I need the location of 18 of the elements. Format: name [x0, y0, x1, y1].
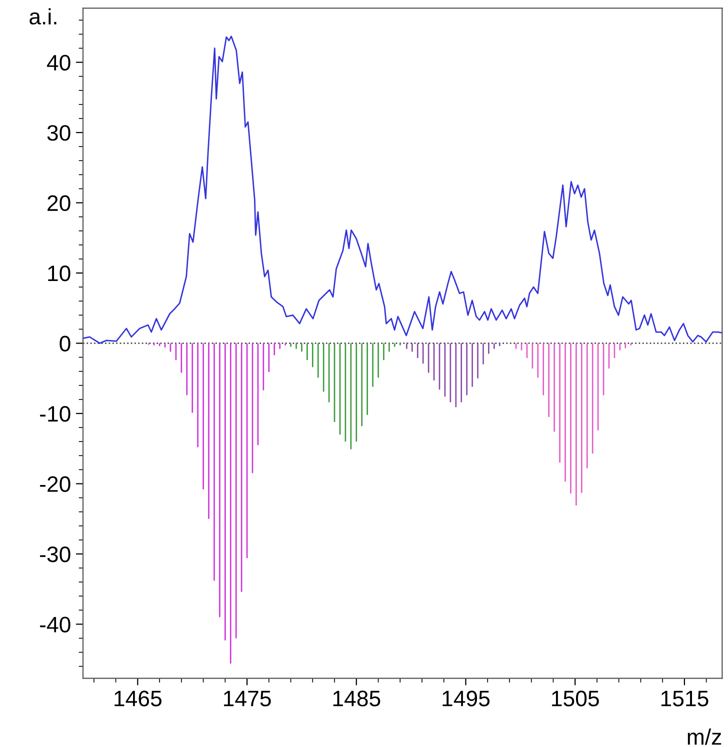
y-tick-label: -40: [40, 616, 70, 632]
y-tick-label: -30: [40, 546, 70, 562]
y-tick-label: 20: [48, 195, 70, 212]
y-tick-label: 40: [46, 54, 70, 71]
x-tick-label: 1515: [661, 690, 708, 706]
y-tick-label: -10: [40, 406, 70, 422]
y-tick-label: -20: [40, 476, 70, 492]
x-tick-label: 1465: [114, 690, 162, 706]
y-tick-label: 0: [60, 336, 70, 352]
y-tick-label: 30: [47, 125, 70, 141]
x-tick-label: 1485: [333, 690, 380, 706]
x-tick-label: 1505: [552, 690, 599, 706]
y-axis-title: a.i.: [30, 8, 56, 25]
x-tick-label: 1495: [442, 690, 490, 706]
y-tick-label: 10: [48, 266, 70, 282]
line-series: [82, 36, 722, 344]
x-tick-label: 1475: [224, 690, 271, 706]
x-axis-title: m/z: [688, 728, 722, 745]
